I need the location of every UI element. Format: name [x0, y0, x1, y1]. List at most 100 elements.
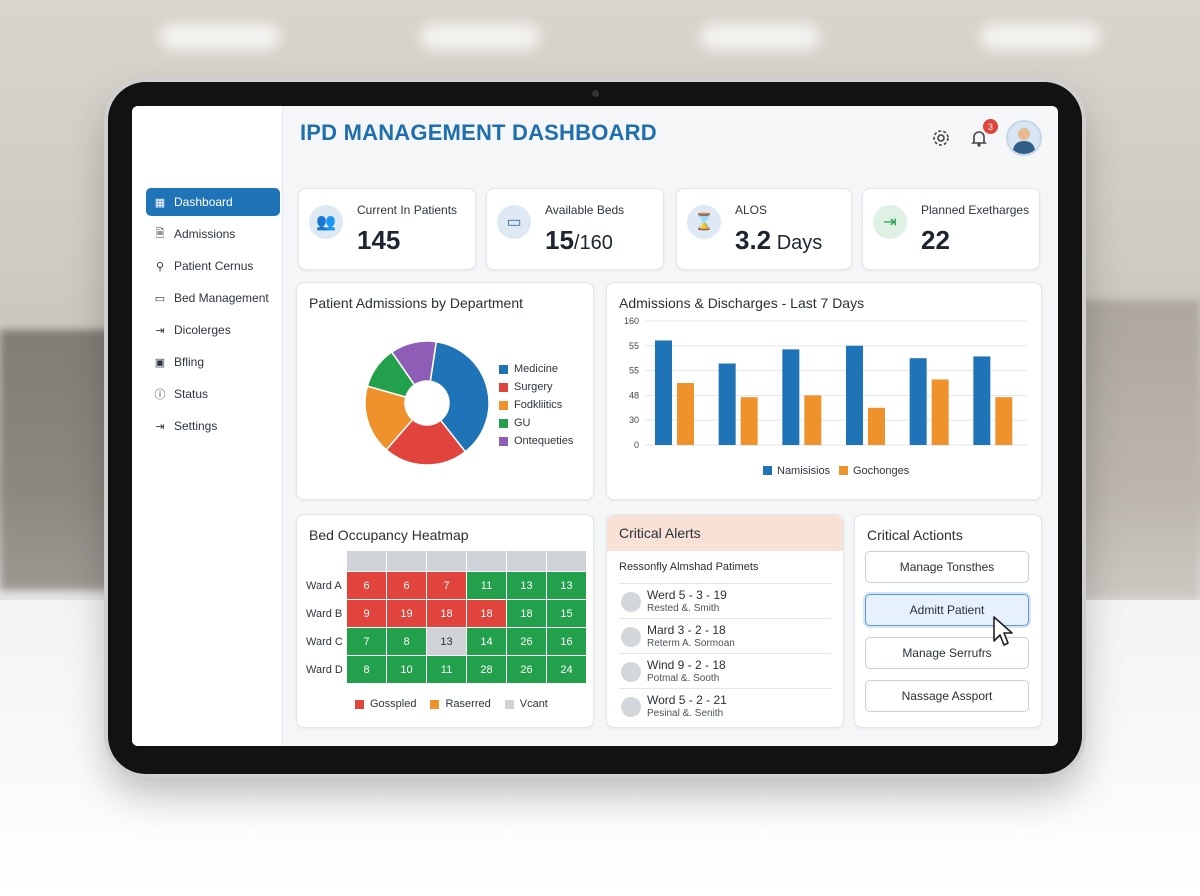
heatmap-cell[interactable]: 11	[467, 572, 506, 599]
legend-swatch	[499, 418, 508, 428]
sidebar-item-label: Bfling	[174, 355, 205, 369]
alerts-subtitle: Ressonfly Almshad Patimets	[619, 561, 759, 573]
action-button-2[interactable]: Manage Serrufrs	[865, 637, 1029, 669]
bar-gochonges-4[interactable]	[931, 379, 949, 445]
heatmap-cell[interactable]: 10	[387, 656, 426, 683]
action-button-1[interactable]: Admitt Patient	[865, 594, 1029, 626]
pie-slice-medicine[interactable]	[429, 340, 490, 453]
heatmap-cell[interactable]: 7	[347, 628, 386, 655]
mouse-cursor-icon	[993, 616, 1013, 646]
sidebar-item-7[interactable]: ⇥ Settings	[146, 412, 280, 440]
heatmap-cell[interactable]: 8	[387, 628, 426, 655]
sidebar-item-3[interactable]: ▭ Bed Management	[146, 284, 280, 312]
alerts-card: Critical Alerts Ressonfly Almshad Patime…	[606, 514, 844, 728]
alert-item[interactable]: Word 5 - 2 - 21 Pesinal &. Senith	[619, 688, 831, 723]
heatmap-cell[interactable]: 18	[427, 600, 466, 627]
heatmap-row: 7 8 13 14 26 16	[347, 628, 587, 656]
heatmap-row: 6 6 7 11 13 13	[347, 572, 587, 600]
heatmap-header-cell	[427, 551, 466, 571]
y-tick-label: 55	[629, 341, 639, 351]
bar-chart-card: Admissions & Discharges - Last 7 Days 0 3…	[606, 282, 1042, 500]
bell-icon[interactable]: 3	[968, 119, 998, 149]
heatmap-cell[interactable]: 14	[467, 628, 506, 655]
heatmap-header-row	[347, 551, 587, 572]
kpi-label: Available Beds	[545, 203, 625, 217]
heatmap-cell[interactable]: 28	[467, 656, 506, 683]
sidebar: ▦ Dashboard 🗎 Admissions ⚲ Patient Cernus ▭ Bed…	[132, 106, 283, 746]
heatmap-cell[interactable]: 11	[427, 656, 466, 683]
kpi-label: ALOS	[735, 203, 768, 217]
bar-namisisios-1[interactable]	[718, 363, 736, 445]
bar-legend-label: Namisisios	[777, 465, 831, 477]
legend-label: Medicine	[514, 363, 559, 375]
alert-patient: Rested &. Smith	[647, 603, 720, 614]
heatmap-cell[interactable]: 13	[427, 628, 466, 655]
bar-namisisios-4[interactable]	[909, 358, 927, 445]
pie-slice-ontequeties[interactable]	[390, 340, 438, 386]
bar-gochonges-0[interactable]	[677, 383, 694, 445]
heatmap-cell[interactable]: 26	[507, 656, 546, 683]
alert-patient: Pesinal &. Senith	[647, 708, 724, 719]
heatmap-cell[interactable]: 7	[427, 572, 466, 599]
sidebar-item-5[interactable]: ▣ Bfling	[146, 348, 280, 376]
alert-item[interactable]: Mard 3 - 2 - 18 Reterm A. Sormoan	[619, 618, 831, 653]
sidebar-item-4[interactable]: ⇥ Dicolerges	[146, 316, 280, 344]
heatmap-cell[interactable]: 19	[387, 600, 426, 627]
bed-icon: ▭	[154, 292, 166, 305]
heatmap-cell[interactable]: 8	[347, 656, 386, 683]
heatmap-cell[interactable]: 15	[547, 600, 586, 627]
heatmap-cell[interactable]: 13	[507, 572, 546, 599]
action-button-0[interactable]: Manage Tonsthes	[865, 551, 1029, 583]
sidebar-item-label: Settings	[174, 419, 218, 433]
bar-namisisios-3[interactable]	[846, 345, 863, 445]
heatmap-row-label: Ward C	[306, 636, 343, 648]
legend-label: Vcant	[519, 698, 548, 710]
alert-item[interactable]: Werd 5 - 3 - 19 Rested &. Smith	[619, 583, 831, 618]
sidebar-item-label: Dashboard	[174, 195, 233, 209]
kpi-number: 15	[545, 225, 574, 255]
heatmap-row-label: Ward D	[306, 664, 343, 676]
screen: ▦ Dashboard 🗎 Admissions ⚲ Patient Cernus ▭ Bed…	[132, 106, 1058, 746]
bar-gochonges-5[interactable]	[995, 397, 1013, 445]
heatmap-cell[interactable]: 6	[387, 572, 426, 599]
bar-gochonges-2[interactable]	[804, 395, 822, 445]
bar-gochonges-3[interactable]	[868, 407, 885, 445]
sidebar-item-label: Dicolerges	[174, 323, 231, 337]
alert-patient: Reterm A. Sormoan	[647, 638, 735, 649]
sidebar-item-6[interactable]: ⓘ Status	[146, 380, 280, 408]
heatmap-cell[interactable]: 13	[547, 572, 586, 599]
gear-icon[interactable]	[930, 127, 952, 149]
kpi-value: 15/160	[545, 225, 613, 256]
kpi-label: Current In Patients	[357, 203, 458, 217]
bar-legend-label: Gochonges	[853, 465, 910, 477]
heatmap-cell[interactable]: 26	[507, 628, 546, 655]
sidebar-item-1[interactable]: 🗎 Admissions	[146, 220, 280, 248]
bar-namisisios-2[interactable]	[782, 349, 800, 445]
alert-location: Werd 5 - 3 - 19	[647, 588, 727, 602]
exit-icon: ⇥	[155, 324, 165, 337]
heatmap-cell[interactable]: 18	[507, 600, 546, 627]
heatmap-cell[interactable]: 9	[347, 600, 386, 627]
heatmap-cell[interactable]: 6	[347, 572, 386, 599]
sidebar-item-0[interactable]: ▦ Dashboard	[146, 188, 280, 216]
sidebar-item-label: Admissions	[174, 227, 236, 241]
bar-gochonges-1[interactable]	[740, 397, 758, 445]
people-icon: 👥	[309, 205, 343, 239]
legend-swatch	[499, 436, 508, 446]
heatmap-cell[interactable]: 16	[547, 628, 586, 655]
avatar[interactable]	[1006, 120, 1042, 156]
heatmap-cell[interactable]: 18	[467, 600, 506, 627]
action-button-3[interactable]: Nassage Assport	[865, 680, 1029, 712]
sidebar-item-2[interactable]: ⚲ Patient Cernus	[146, 252, 280, 280]
patient-avatar-icon	[621, 697, 641, 717]
pie-slice-surgery[interactable]	[385, 418, 467, 466]
legend-label: Ontequeties	[514, 435, 574, 447]
alert-location: Mard 3 - 2 - 18	[647, 623, 726, 637]
kpi-number: 3.2	[735, 225, 772, 255]
hourglass-icon: ⌛	[687, 205, 721, 239]
bar-namisisios-0[interactable]	[655, 340, 672, 445]
bar-namisisios-5[interactable]	[973, 356, 991, 445]
alert-item[interactable]: Wind 9 - 2 - 18 Potmal &. Sooth	[619, 653, 831, 688]
heatmap-cell[interactable]: 24	[547, 656, 586, 683]
heatmap-title: Bed Occupancy Heatmap	[309, 527, 469, 543]
